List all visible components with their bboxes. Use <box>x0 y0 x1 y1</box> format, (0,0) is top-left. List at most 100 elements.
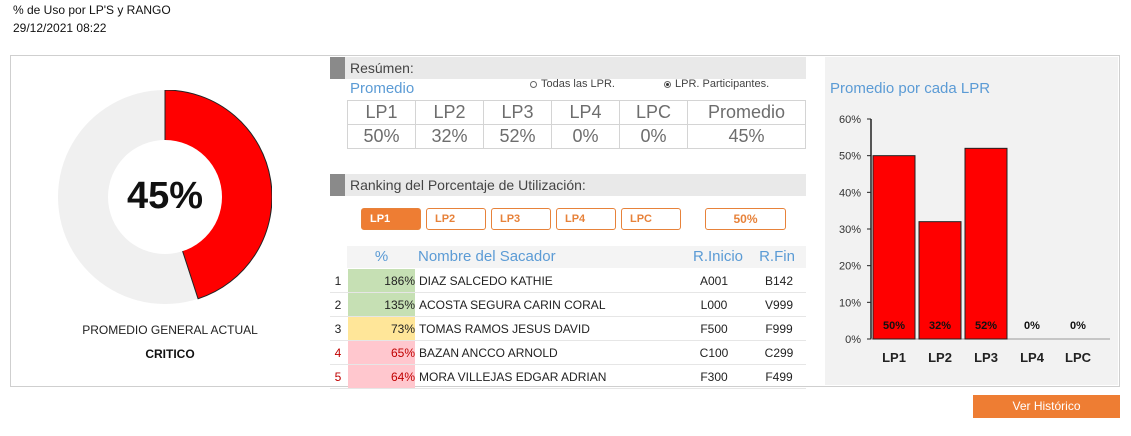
bar-data-label: 0% <box>1024 320 1040 332</box>
row-end: B142 <box>764 274 794 288</box>
row-start: C100 <box>699 346 729 360</box>
summary-header-cell: LPC <box>619 100 688 125</box>
col-percent-header: % <box>347 246 416 268</box>
row-index: 4 <box>334 346 342 360</box>
summary-value-cell: 45% <box>687 124 806 149</box>
row-index: 5 <box>334 370 342 384</box>
page-title: % de Uso por LP'S y RANGO <box>13 3 171 17</box>
radio-all-lpr[interactable]: Todas las LPR. <box>530 78 615 90</box>
row-end: F999 <box>765 322 793 336</box>
section-marker <box>330 174 345 196</box>
x-tick-label: LP3 <box>974 350 998 365</box>
radio-participants-icon[interactable] <box>664 81 671 88</box>
summary-header-cell: LP2 <box>415 100 484 125</box>
row-end: V999 <box>764 298 794 312</box>
chart-title: Promedio por cada LPR <box>830 80 991 97</box>
summary-header-cell: Promedio <box>687 100 806 125</box>
summary-header-row: LP1 LP2 LP3 LP4 LPC Promedio <box>347 100 806 125</box>
col-start-header: R.Inicio <box>688 246 748 268</box>
row-name: ACOSTA SEGURA CARIN CORAL <box>419 298 606 312</box>
ranking-section-title: Ranking del Porcentaje de Utilización: <box>350 177 586 193</box>
tab-lp4[interactable]: LP4 <box>556 208 616 230</box>
summary-section-header: Resúmen: <box>330 57 806 79</box>
row-percent: 135% <box>384 298 415 312</box>
radio-participants-label: LPR. Participantes. <box>675 78 770 90</box>
ranking-row[interactable]: 5 64% MORA VILLEJAS EDGAR ADRIAN F300 F499 <box>330 365 806 389</box>
x-tick-label: LP2 <box>928 350 952 365</box>
radio-all-icon[interactable] <box>530 81 537 88</box>
summary-value-cell: 0% <box>619 124 688 149</box>
summary-value-cell: 0% <box>551 124 620 149</box>
tab-percent-box: 50% <box>705 208 786 230</box>
ranking-row[interactable]: 2 135% ACOSTA SEGURA CARIN CORAL L000 V999 <box>330 293 806 317</box>
y-tick-label: 40% <box>839 187 861 199</box>
donut-hole <box>108 140 222 254</box>
row-index: 3 <box>334 322 342 336</box>
lpr-bar-chart: 0% 10% 20% 30% 40% 50% 60% 50% LP1 32% LP2 52% LP3 0%… <box>839 114 1110 365</box>
page-datetime: 29/12/2021 08:22 <box>13 21 107 35</box>
ranking-row[interactable]: 4 65% BAZAN ANCCO ARNOLD C100 C299 <box>330 341 806 365</box>
row-end: C299 <box>764 346 794 360</box>
col-name-header: Nombre del Sacador <box>416 246 688 268</box>
row-name: DIAZ SALCEDO KATHIE <box>419 274 553 288</box>
row-name: MORA VILLEJAS EDGAR ADRIAN <box>419 370 607 384</box>
y-tick-label: 20% <box>839 261 861 273</box>
row-percent-cell <box>348 365 415 388</box>
x-tick-label: LP1 <box>882 350 906 365</box>
row-index: 1 <box>334 274 342 288</box>
row-percent-cell <box>348 317 415 340</box>
general-percent-value: 45% <box>126 175 204 217</box>
row-percent: 64% <box>390 370 415 384</box>
summary-subtitle: Promedio <box>350 80 415 97</box>
tab-lp1[interactable]: LP1 <box>361 208 421 230</box>
y-tick-label: 60% <box>839 114 861 126</box>
view-history-button[interactable]: Ver Histórico <box>973 395 1120 418</box>
summary-header-cell: LP1 <box>347 100 416 125</box>
summary-section-title: Resúmen: <box>350 60 414 76</box>
bar-data-label: 32% <box>929 320 951 332</box>
bar-data-label: 0% <box>1070 320 1086 332</box>
row-start: A001 <box>699 274 729 288</box>
tab-lp3[interactable]: LP3 <box>491 208 551 230</box>
y-tick-label: 30% <box>839 224 861 236</box>
summary-value-cell: 32% <box>415 124 484 149</box>
y-tick-label: 0% <box>845 334 861 346</box>
radio-all-label: Todas las LPR. <box>541 78 615 90</box>
row-end: F499 <box>765 370 793 384</box>
row-percent-cell <box>348 293 415 316</box>
row-start: F500 <box>700 322 728 336</box>
row-start: L000 <box>700 298 728 312</box>
summary-header-cell: LP3 <box>483 100 552 125</box>
row-name: BAZAN ANCCO ARNOLD <box>419 346 558 360</box>
general-average-label: PROMEDIO GENERAL ACTUAL <box>82 323 258 337</box>
bar-data-label: 52% <box>975 320 997 332</box>
x-tick-label: LP4 <box>1020 350 1045 365</box>
x-tick-label: LPC <box>1065 350 1092 365</box>
row-start: F300 <box>700 370 728 384</box>
row-percent: 73% <box>390 322 415 336</box>
y-tick-label: 50% <box>839 151 861 163</box>
bar-data-label: 50% <box>883 320 905 332</box>
row-index: 2 <box>334 298 342 312</box>
summary-value-row: 50% 32% 52% 0% 0% 45% <box>347 124 806 149</box>
tab-lpc[interactable]: LPC <box>621 208 681 230</box>
ranking-section-header: Ranking del Porcentaje de Utilización: <box>330 174 806 196</box>
row-percent: 65% <box>390 346 415 360</box>
radio-participants-lpr[interactable]: LPR. Participantes. <box>664 78 769 90</box>
general-status: CRITICO <box>145 347 195 361</box>
summary-value-cell: 52% <box>483 124 552 149</box>
summary-table: LP1 LP2 LP3 LP4 LPC Promedio 50% 32% 52%… <box>347 100 806 149</box>
tab-lp2[interactable]: LP2 <box>426 208 486 230</box>
bar-lp2 <box>918 221 962 340</box>
bar-lp1 <box>872 155 916 340</box>
summary-value-cell: 50% <box>347 124 416 149</box>
bar-lp3 <box>964 147 1008 340</box>
general-donut-chart <box>58 90 272 304</box>
row-name: TOMAS RAMOS JESUS DAVID <box>419 322 590 336</box>
section-marker <box>330 57 345 79</box>
row-percent-cell <box>348 341 415 364</box>
ranking-row[interactable]: 1 186% DIAZ SALCEDO KATHIE A001 B142 <box>330 269 806 293</box>
summary-header-cell: LP4 <box>551 100 620 125</box>
y-tick-label: 10% <box>839 297 861 309</box>
ranking-row[interactable]: 3 73% TOMAS RAMOS JESUS DAVID F500 F999 <box>330 317 806 341</box>
